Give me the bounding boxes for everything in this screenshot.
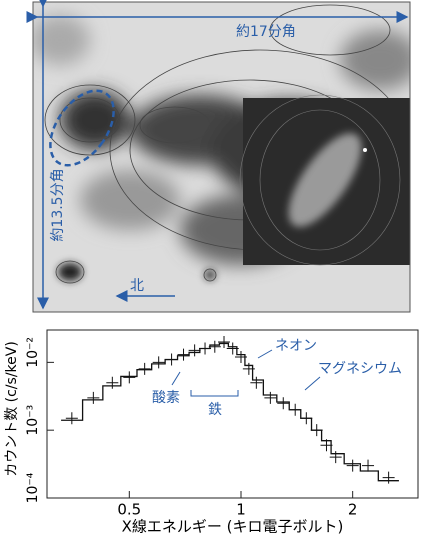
model-line <box>61 342 399 482</box>
data-point <box>218 335 231 348</box>
annotation: 酸素 <box>152 390 180 406</box>
x-tick-label: 1 <box>236 501 246 519</box>
y-tick-label: 10⁻⁴ <box>25 472 41 503</box>
annotation-line <box>304 376 321 391</box>
y-axis-label: カウント数 (c/s/keV) <box>4 341 20 477</box>
data-point <box>152 356 165 369</box>
annotation-bracket <box>190 390 239 397</box>
data-point <box>346 459 359 472</box>
data-point <box>87 391 100 404</box>
annotation-line <box>171 371 181 386</box>
x-axis-label: X線エネルギー (キロ電子ボルト) <box>122 518 344 536</box>
spectrum-chart: 0.5 1 2 10⁻⁴ 10⁻³ 10⁻² X線エネルギー (キロ電子ボルト) カウント数 … <box>4 329 419 536</box>
annotation: マグネシウム <box>318 361 402 377</box>
data-point <box>382 471 395 484</box>
data-point <box>106 376 119 389</box>
data-point <box>65 412 78 425</box>
y-tick-label: 10⁻³ <box>25 405 41 436</box>
annotation-line <box>257 349 273 359</box>
height-label: 約13.5分角 <box>50 168 66 241</box>
data-point <box>188 344 201 357</box>
data-point <box>362 459 375 472</box>
plot-frame <box>46 329 419 499</box>
data-point <box>250 376 263 389</box>
x-tick-label: 0.5 <box>117 501 141 519</box>
data-point <box>177 348 190 361</box>
annotation: ネオン <box>275 338 317 354</box>
x-tick-label: 2 <box>348 501 358 519</box>
data-point <box>208 340 221 353</box>
data-point <box>138 362 151 375</box>
data-point <box>277 397 290 410</box>
width-label: 約17分角 <box>236 24 296 40</box>
data-point <box>123 371 136 384</box>
data-point <box>264 391 277 404</box>
north-label: 北 <box>130 278 144 294</box>
annotation: 鉄 <box>208 402 222 418</box>
y-tick-label: 10⁻² <box>25 337 41 368</box>
xray-image <box>33 2 410 312</box>
